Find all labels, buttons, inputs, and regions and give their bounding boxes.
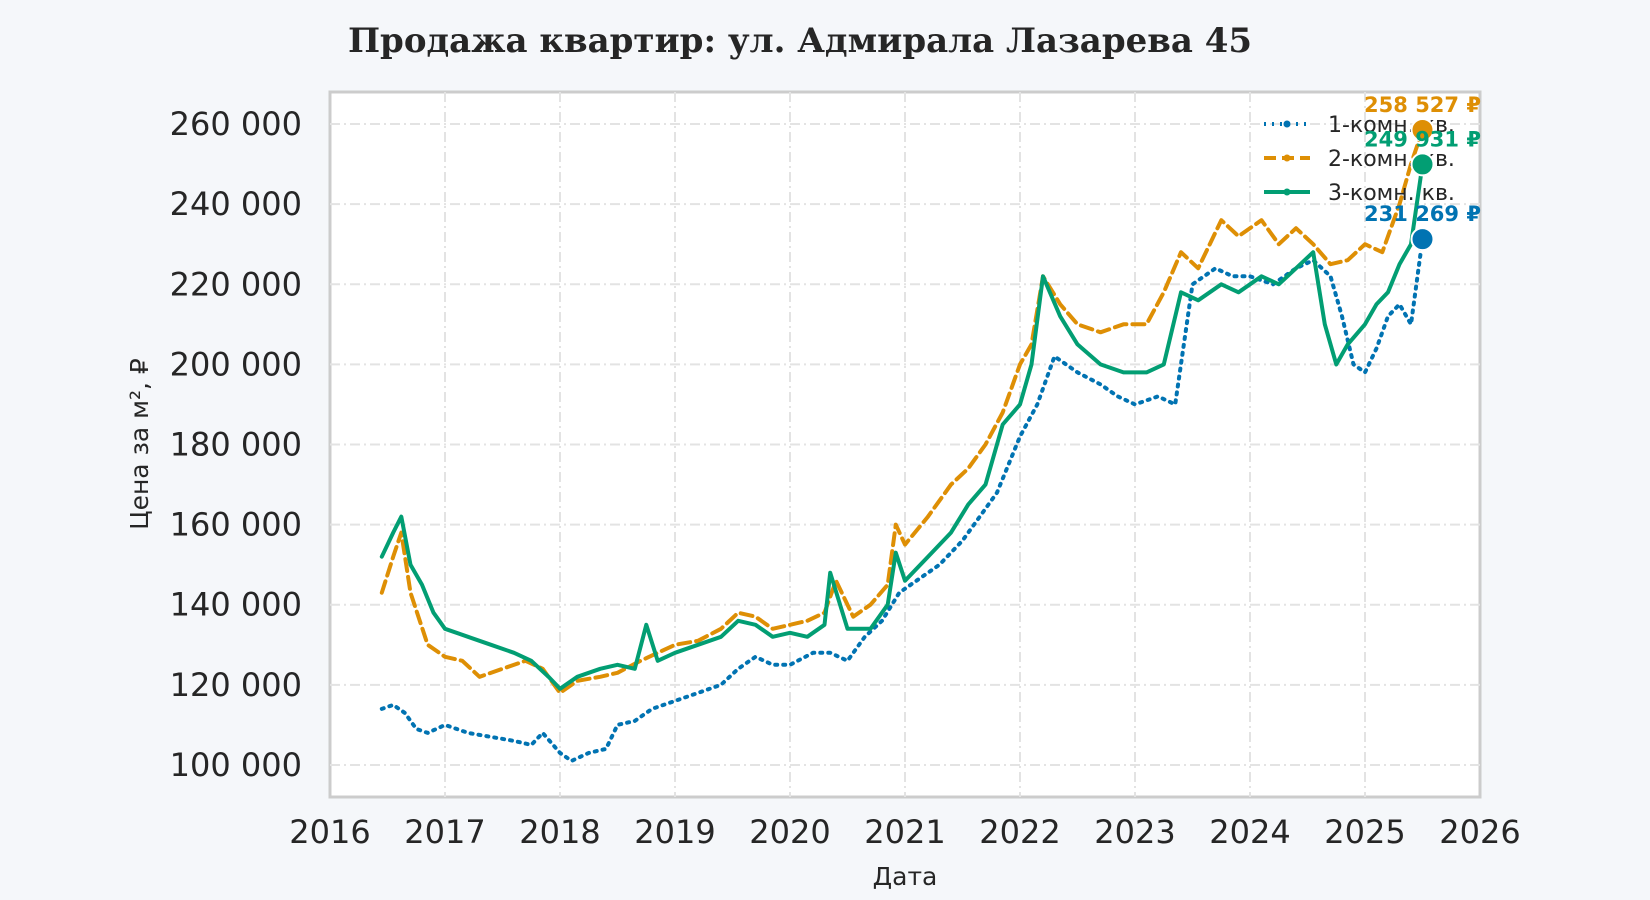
x-tick-label: 2018 xyxy=(519,813,600,851)
end-point-value-label: 231 269 ₽ xyxy=(1364,202,1481,226)
y-tick-label: 140 000 xyxy=(170,586,302,624)
end-point-value-label: 258 527 ₽ xyxy=(1364,93,1481,117)
legend-label: 3-комн. кв. xyxy=(1328,181,1455,206)
legend-marker xyxy=(1283,154,1291,162)
x-tick-label: 2024 xyxy=(1209,813,1290,851)
end-point-marker xyxy=(1410,117,1435,142)
chart-title: Продажа квартир: ул. Адмирала Лазарева 4… xyxy=(348,21,1252,61)
x-tick-label: 2026 xyxy=(1439,813,1520,851)
y-tick-label: 120 000 xyxy=(170,666,302,704)
y-tick-label: 200 000 xyxy=(170,345,302,383)
y-tick-label: 240 000 xyxy=(170,185,302,223)
legend-marker xyxy=(1283,188,1291,196)
x-tick-label: 2021 xyxy=(864,813,945,851)
x-axis-ticks: 2016 2017 2018 2019 2020 2021 2022 2023 2024 2025… xyxy=(289,813,1520,851)
end-point-labels: 231 269 ₽ 258 527 ₽ 249 931 ₽ xyxy=(1364,93,1481,252)
series-line-3-комн. кв. xyxy=(379,162,1425,691)
y-axis-ticks: 100 000 120 000 140 000 160 000 180 000 200 0… xyxy=(170,105,302,784)
y-tick-label: 160 000 xyxy=(170,506,302,544)
legend: 1-комн. кв.2-комн. кв.3-комн. кв. xyxy=(1264,113,1455,206)
end-point-marker xyxy=(1410,227,1435,252)
x-tick-label: 2020 xyxy=(749,813,830,851)
series-layer xyxy=(379,127,1425,763)
y-tick-label: 100 000 xyxy=(170,746,302,784)
end-point-value-label: 249 931 ₽ xyxy=(1364,127,1481,151)
x-axis-label: Дата xyxy=(873,862,938,891)
x-tick-label: 2017 xyxy=(404,813,485,851)
x-tick-label: 2022 xyxy=(979,813,1060,851)
legend-marker xyxy=(1283,120,1291,128)
y-tick-label: 220 000 xyxy=(170,265,302,303)
y-tick-label: 180 000 xyxy=(170,426,302,464)
y-axis-label: Цена за м², ₽ xyxy=(125,358,154,530)
gridlines xyxy=(330,92,1480,797)
y-tick-label: 260 000 xyxy=(170,105,302,143)
x-tick-label: 2016 xyxy=(289,813,370,851)
x-tick-label: 2023 xyxy=(1094,813,1175,851)
x-tick-label: 2019 xyxy=(634,813,715,851)
end-point-marker xyxy=(1410,152,1435,177)
x-tick-label: 2025 xyxy=(1324,813,1405,851)
